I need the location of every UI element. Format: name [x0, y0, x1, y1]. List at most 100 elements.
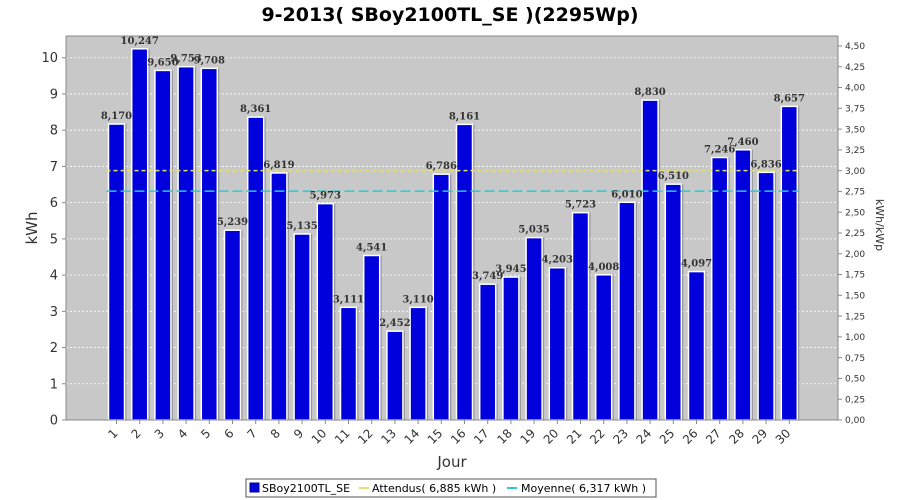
x-tick-label: 13 [378, 426, 399, 447]
bar-value-label: 4,541 [356, 242, 387, 253]
bar [525, 236, 543, 421]
bar [641, 99, 659, 421]
x-tick-label: 4 [175, 426, 190, 441]
x-tick-label: 2 [129, 426, 144, 441]
x-tick-label: 7 [245, 426, 260, 441]
bar [223, 229, 242, 421]
bar [687, 270, 706, 421]
y-right-tick-label: 1,50 [845, 292, 865, 302]
y-right-tick-label: 2,75 [845, 188, 865, 198]
bar-value-label: 6,836 [750, 159, 781, 170]
legend-box [245, 478, 657, 498]
reference-lines-layer [106, 169, 800, 192]
bar [177, 65, 195, 421]
bar-value-label: 5,973 [310, 191, 341, 202]
bar [757, 171, 775, 421]
bar [293, 233, 311, 421]
bar [618, 201, 636, 421]
bar [664, 183, 683, 421]
y-tick-label: 0 [50, 414, 58, 429]
bar [130, 48, 149, 421]
bar-value-label: 4,008 [588, 262, 619, 273]
bar-value-label: 8,657 [774, 93, 805, 104]
bar [594, 274, 613, 421]
legend-swatch-bars [249, 482, 260, 493]
bar-value-label: 6,510 [658, 171, 689, 182]
y-tick-label: 9 [50, 87, 58, 102]
bar-value-label: 6,786 [426, 161, 457, 172]
x-tick-label: 22 [587, 426, 608, 447]
bar-value-label: 3,749 [472, 271, 503, 282]
y-right-tick-label: 2,50 [845, 208, 865, 218]
y-tick-label: 4 [50, 269, 58, 284]
y-tick-label: 3 [50, 305, 58, 320]
bar-value-label: 7,246 [704, 145, 735, 156]
bar [386, 330, 404, 421]
y-right-tick-label: 3,75 [845, 105, 865, 115]
x-tick-label: 23 [610, 426, 631, 447]
bar-value-label: 4,097 [681, 259, 712, 270]
bar [502, 276, 520, 421]
bar-value-label: 3,945 [495, 264, 526, 275]
y-right-tick-label: 1,25 [845, 312, 865, 322]
x-tick-label: 28 [726, 426, 747, 447]
x-tick-label: 12 [355, 426, 376, 447]
bar-value-label: 5,035 [518, 225, 549, 236]
y-axis-right-title: kWh/kWp [873, 199, 886, 251]
bar [270, 172, 288, 421]
y-right-tick-label: 0,75 [845, 354, 865, 364]
bar [571, 211, 590, 421]
bar [710, 156, 729, 421]
y-right-tick-label: 2,25 [845, 229, 865, 239]
bar-value-label: 9,650 [147, 57, 178, 68]
x-tick-label: 20 [541, 426, 562, 447]
right-axis: 0,00 0,25 0,50 0,75 1,00 1,25 1,50 1,75 2,00 2,25… [837, 36, 865, 426]
legend-label-average: Moyenne( 6,317 kWh ) [521, 482, 646, 495]
x-tick-label: 21 [564, 426, 585, 447]
bar-value-label: 6,819 [263, 160, 294, 171]
y-right-tick-label: 3,25 [845, 146, 865, 156]
x-tick-label: 8 [268, 426, 283, 441]
bar [339, 306, 358, 421]
x-tick-label: 19 [518, 426, 539, 447]
y-right-tick-label: 4,25 [845, 63, 865, 73]
bar-value-label: 9,708 [194, 55, 225, 66]
left-axis: 0 1 2 3 4 5 6 7 8 9 10 [41, 36, 67, 429]
bar-value-label: 8,361 [240, 104, 271, 115]
bar [316, 202, 335, 421]
bar-value-label: 4,203 [542, 255, 573, 266]
y-right-tick-label: 1,00 [845, 333, 865, 343]
y-right-tick-label: 4,00 [845, 84, 865, 94]
y-tick-label: 7 [50, 160, 58, 175]
bar [780, 105, 799, 421]
x-tick-label: 29 [750, 426, 771, 447]
x-tick-label: 16 [448, 426, 469, 447]
bar [200, 67, 219, 421]
x-tick-label: 17 [471, 426, 492, 447]
legend-label-bars: SBoy2100TL_SE [262, 482, 350, 495]
bar [734, 149, 752, 421]
bar-value-label: 6,010 [611, 189, 642, 200]
bar [107, 123, 126, 421]
x-tick-label: 5 [198, 426, 213, 441]
x-tick-label: 27 [703, 426, 724, 447]
y-axis-title: kWh [23, 211, 41, 244]
y-right-tick-label: 0,25 [845, 395, 865, 405]
y-right-tick-label: 0,50 [845, 375, 865, 385]
bar [478, 283, 497, 421]
x-tick-label: 10 [309, 426, 330, 447]
y-tick-label: 10 [41, 51, 58, 66]
y-right-tick-label: 4,50 [845, 42, 865, 52]
y-tick-label: 5 [50, 232, 58, 247]
bar-value-label: 10,247 [121, 36, 159, 47]
y-tick-label: 8 [50, 124, 58, 139]
bar [362, 254, 381, 421]
x-tick-label: 24 [634, 426, 655, 447]
y-tick-label: 1 [50, 377, 58, 392]
x-tick-label: 9 [291, 426, 306, 441]
bar-value-label: 2,452 [379, 318, 410, 329]
bar-value-label: 8,161 [449, 111, 480, 122]
